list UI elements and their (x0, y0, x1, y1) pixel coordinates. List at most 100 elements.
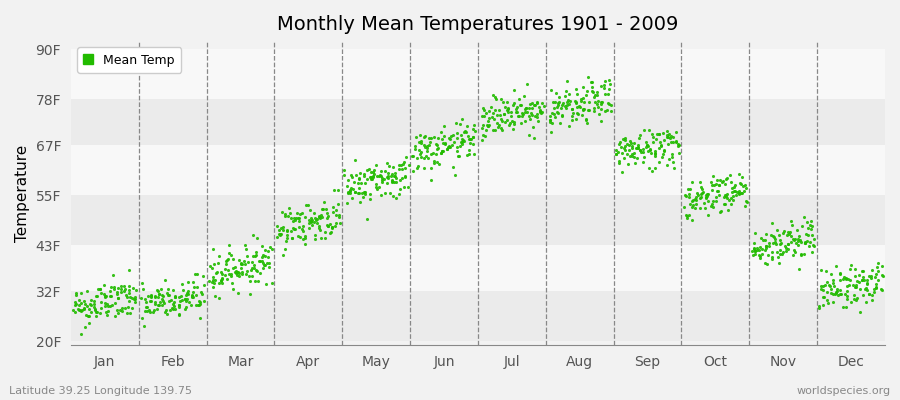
Point (140, 308, 154, 314)
Point (689, 201, 704, 207)
Point (815, 294, 830, 301)
Point (156, 292, 170, 299)
Point (852, 279, 867, 286)
Point (855, 277, 869, 283)
Point (256, 252, 270, 259)
Point (343, 190, 357, 196)
Point (318, 235, 332, 241)
Point (735, 190, 750, 196)
Point (755, 251, 770, 257)
Point (205, 276, 220, 283)
Point (724, 185, 739, 192)
Point (805, 248, 819, 255)
Point (330, 186, 345, 193)
Point (778, 244, 793, 251)
Point (562, 97, 577, 104)
Point (773, 250, 788, 257)
Point (752, 246, 766, 253)
Point (497, 111, 511, 117)
Point (701, 198, 716, 204)
Point (767, 234, 781, 240)
Point (355, 190, 369, 196)
Point (287, 217, 302, 224)
Point (527, 112, 542, 119)
Point (366, 171, 381, 177)
Point (534, 110, 548, 117)
Point (138, 308, 152, 315)
Point (302, 207, 317, 214)
Point (477, 106, 491, 113)
Point (527, 135, 542, 141)
Point (856, 268, 870, 274)
Point (647, 151, 662, 157)
Point (283, 205, 297, 211)
Point (151, 302, 166, 308)
Point (499, 104, 513, 110)
Point (405, 152, 419, 159)
Point (389, 175, 403, 181)
Point (312, 215, 327, 221)
Point (358, 191, 373, 197)
Point (439, 146, 454, 152)
Point (573, 96, 588, 102)
Point (347, 157, 362, 164)
Point (453, 121, 467, 128)
Point (104, 302, 118, 309)
Point (338, 167, 352, 173)
Point (562, 123, 576, 130)
Point (181, 290, 195, 297)
Point (364, 175, 379, 182)
Point (431, 135, 446, 141)
Point (716, 178, 730, 184)
Point (490, 112, 504, 119)
Point (78, 312, 93, 319)
Point (228, 269, 242, 276)
Point (598, 84, 612, 91)
Point (660, 132, 674, 138)
Point (807, 243, 822, 249)
Point (303, 219, 318, 226)
Bar (71, 100, 885, 145)
Point (394, 162, 409, 168)
Point (178, 292, 193, 298)
Point (423, 135, 437, 141)
Point (68, 309, 83, 315)
Point (587, 94, 601, 100)
Point (462, 136, 476, 142)
Point (794, 252, 808, 258)
Point (322, 221, 337, 228)
Point (816, 283, 831, 289)
Point (566, 110, 580, 116)
Point (875, 272, 889, 279)
Point (860, 281, 875, 288)
Point (141, 307, 156, 313)
Point (494, 96, 508, 102)
Point (257, 262, 272, 268)
Point (304, 217, 319, 224)
Point (206, 274, 220, 280)
Point (231, 290, 246, 297)
Point (694, 191, 708, 197)
Point (113, 283, 128, 289)
Point (68, 302, 82, 308)
Point (790, 242, 805, 248)
Point (781, 231, 796, 237)
Point (107, 284, 122, 290)
Point (315, 214, 329, 220)
Point (364, 176, 379, 182)
Point (794, 238, 808, 245)
Point (90, 292, 104, 299)
Point (652, 130, 666, 137)
Point (253, 258, 267, 265)
Point (849, 297, 863, 303)
Point (760, 252, 775, 258)
Point (745, 248, 760, 255)
Point (436, 122, 451, 129)
Point (577, 106, 591, 112)
Point (86, 301, 101, 308)
Point (323, 230, 338, 236)
Point (484, 104, 499, 110)
Point (726, 188, 741, 194)
Point (382, 170, 396, 176)
Point (453, 143, 467, 150)
